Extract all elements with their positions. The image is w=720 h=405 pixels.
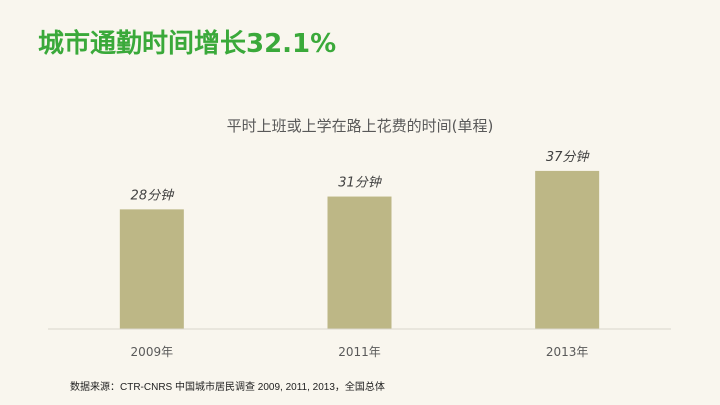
x-tick-label-3: 2013年 [546, 345, 589, 359]
bar-2 [327, 196, 392, 329]
data-label-2: 31分钟 [338, 176, 383, 191]
chart-title: 平时上班或上学在路上花费的时间(单程) [227, 117, 494, 135]
x-tick-label-2: 2011年 [338, 345, 381, 359]
bar-1 [119, 209, 184, 329]
data-label-1: 28分钟 [131, 188, 176, 203]
bars-group: 28分钟 2009年 31分钟 2011年 37分钟 2013年 [119, 150, 600, 359]
source-note: 数据来源：CTR-CNRS 中国城市居民调查 2009, 2011, 2013，… [70, 382, 385, 393]
data-label-3: 37分钟 [546, 150, 591, 165]
slide-title: 城市通勤时间增长32.1% [38, 29, 337, 59]
x-tick-label-1: 2009年 [131, 345, 174, 359]
bar-3 [535, 170, 600, 329]
